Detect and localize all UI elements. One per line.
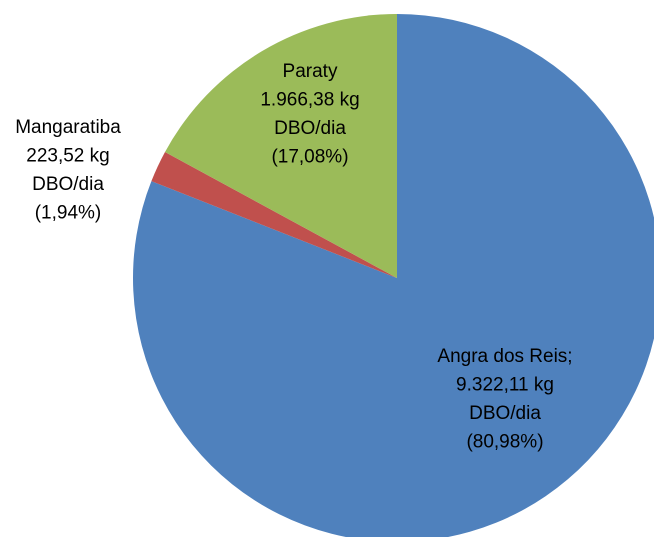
- data-label: (1,94%): [35, 203, 102, 224]
- pie-slice: [165, 14, 397, 278]
- data-label: DBO/dia: [274, 118, 346, 139]
- data-label: (80,98%): [466, 432, 543, 453]
- data-label: Mangaratiba: [15, 117, 121, 138]
- data-label: DBO/dia: [469, 403, 541, 424]
- data-label: Angra dos Reis;: [437, 346, 572, 367]
- data-label: DBO/dia: [32, 174, 104, 195]
- pie-slice: [133, 14, 654, 537]
- data-label: Paraty: [283, 61, 338, 82]
- data-label: 223,52 kg: [26, 146, 109, 167]
- pie-slice: [151, 151, 397, 278]
- data-label: 1.966,38 kg: [260, 90, 359, 111]
- data-label: (17,08%): [271, 147, 348, 168]
- data-label: 9.322,11 kg: [456, 375, 554, 396]
